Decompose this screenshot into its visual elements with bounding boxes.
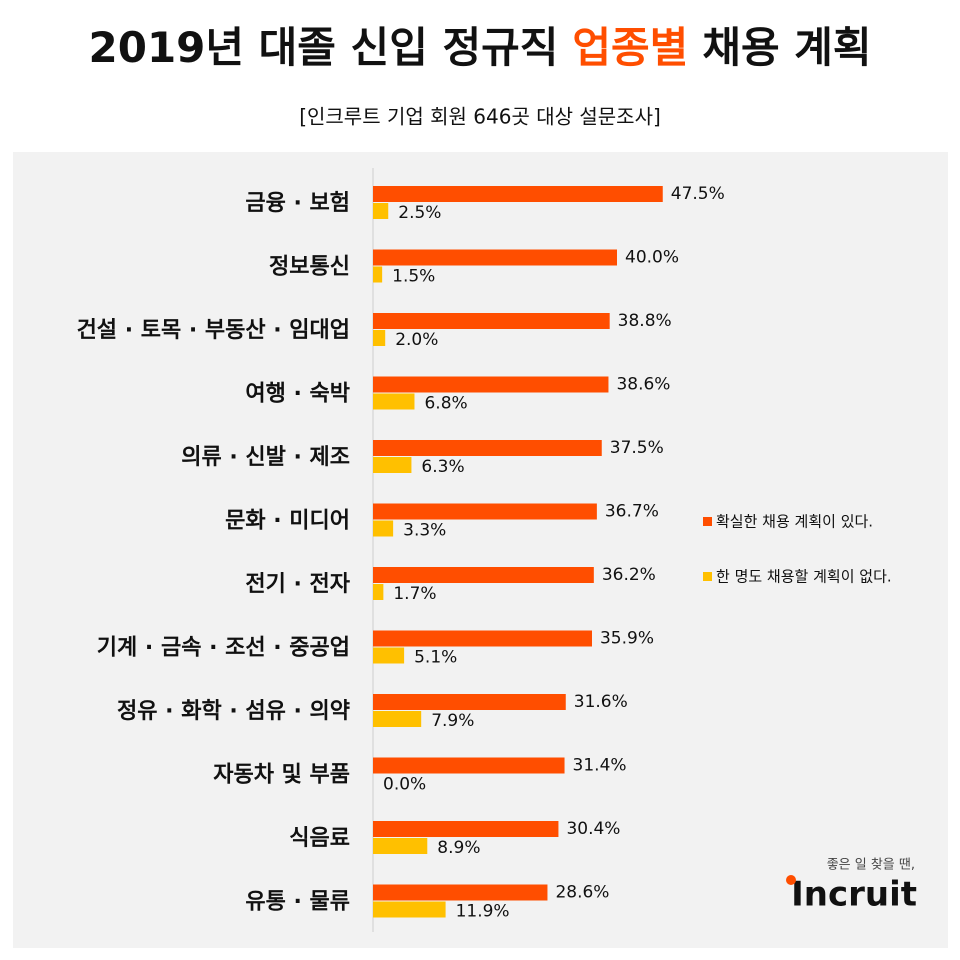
value-label: 38.6%: [616, 375, 670, 395]
value-label: 8.9%: [437, 838, 480, 858]
bar: [373, 901, 446, 918]
value-label: 35.9%: [600, 629, 654, 649]
bar: [373, 440, 602, 456]
y-tick-label: 정보통신: [269, 255, 350, 280]
title-part: 업종별: [572, 23, 688, 72]
bar: [373, 249, 617, 266]
value-label: 31.4%: [573, 756, 627, 776]
y-tick-label: 식음료: [289, 826, 350, 851]
bar: [373, 520, 394, 537]
value-label: 5.1%: [414, 648, 457, 668]
logo-dot: [786, 875, 796, 885]
bar: [373, 838, 428, 854]
bar: [373, 757, 565, 774]
y-tick-label: 금융 · 보험: [245, 190, 350, 216]
chart-title: 2019년 대졸 신입 정규직 업종별 채용 계획: [89, 23, 872, 72]
value-label: 2.0%: [395, 330, 438, 350]
value-label: 47.5%: [671, 184, 725, 204]
y-tick-label: 건설 · 토목 · 부동산 · 임대업: [77, 318, 350, 343]
value-label: 30.4%: [566, 819, 620, 839]
value-label: 1.7%: [393, 584, 436, 604]
logo-tagline: 좋은 일 찾을 땐,: [827, 858, 915, 873]
title-part: 채용 계획: [702, 23, 871, 72]
y-tick-label: 자동차 및 부품: [213, 763, 350, 788]
bar: [373, 330, 386, 346]
y-tick-label: 문화 · 미디어: [225, 509, 350, 534]
bar: [373, 711, 422, 727]
value-label: 3.3%: [403, 521, 446, 541]
legend-label: 확실한 채용 계획이 있다.: [716, 513, 873, 531]
bar: [373, 393, 415, 410]
bar: [373, 186, 663, 202]
y-tick-label: 전기 · 전자: [245, 572, 350, 597]
legend-label: 한 명도 채용할 계획이 없다.: [716, 568, 892, 586]
value-label: 37.5%: [610, 438, 664, 458]
logo-name: Incruit: [791, 875, 917, 915]
bar: [373, 503, 597, 520]
value-label: 7.9%: [431, 711, 474, 731]
bar: [373, 694, 566, 710]
value-label: 6.3%: [421, 457, 464, 477]
bar: [373, 584, 384, 600]
bar: [373, 567, 594, 583]
value-label: 11.9%: [456, 902, 510, 922]
value-label: 1.5%: [392, 267, 435, 287]
value-label: 0.0%: [383, 775, 426, 795]
value-label: 36.2%: [602, 565, 656, 585]
panel: [13, 152, 948, 948]
bar: [373, 313, 610, 329]
y-tick-label: 의류 · 신발 · 제조: [181, 445, 350, 470]
value-label: 31.6%: [574, 692, 628, 712]
legend-swatch: [703, 517, 712, 526]
bar: [373, 884, 548, 901]
bar: [373, 821, 559, 837]
bar: [373, 630, 592, 647]
bar: [373, 376, 609, 393]
y-tick-label: 정유 · 화학 · 섬유 · 의약: [117, 699, 350, 724]
value-label: 38.8%: [618, 311, 672, 331]
y-tick-label: 여행 · 숙박: [245, 382, 350, 407]
value-label: 40.0%: [625, 248, 679, 268]
value-label: 6.8%: [424, 394, 467, 414]
title-part: 2019년 대졸 신입 정규직: [89, 23, 559, 72]
y-tick-label: 기계 · 금속 · 조선 · 중공업: [97, 636, 350, 661]
value-label: 28.6%: [555, 883, 609, 903]
bar: [373, 203, 389, 219]
value-label: 2.5%: [398, 203, 441, 223]
value-label: 36.7%: [605, 502, 659, 522]
y-tick-label: 유통 · 물류: [245, 890, 350, 915]
bar: [373, 457, 412, 473]
bar: [373, 266, 383, 283]
bar: [373, 647, 405, 664]
legend-swatch: [703, 572, 712, 581]
subtitle: [인크루트 기업 회원 646곳 대상 설문조사]: [299, 105, 661, 129]
